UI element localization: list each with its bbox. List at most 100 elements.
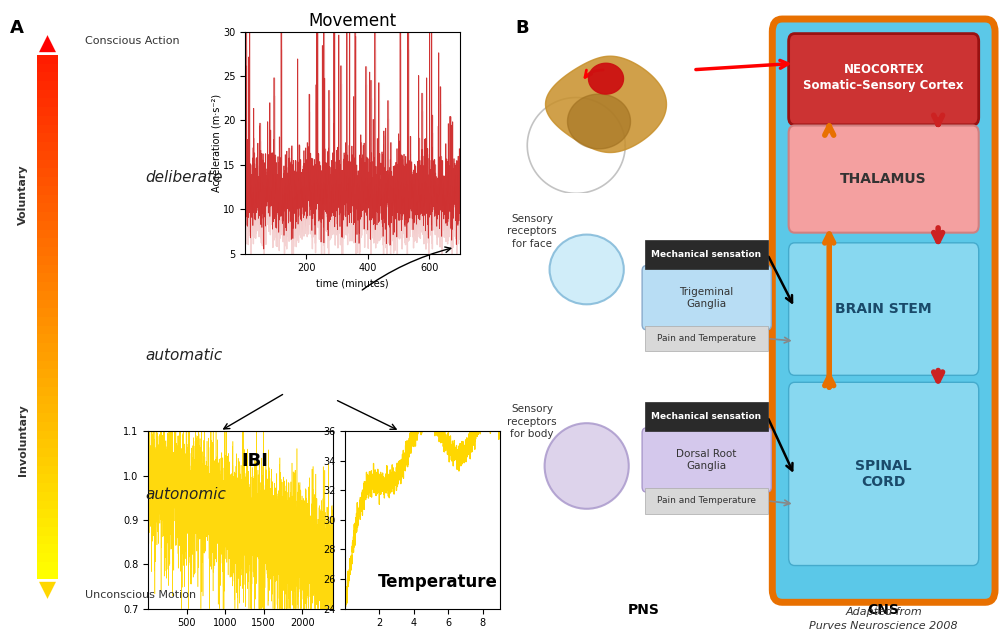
Bar xyxy=(37,370,58,378)
Bar xyxy=(37,125,58,133)
FancyBboxPatch shape xyxy=(789,126,979,233)
Bar xyxy=(37,133,58,142)
Ellipse shape xyxy=(550,235,624,304)
Text: PNS: PNS xyxy=(628,603,660,617)
Bar xyxy=(37,361,58,370)
Bar xyxy=(37,518,58,527)
Text: Involuntary: Involuntary xyxy=(18,404,28,476)
Text: Temperature: Temperature xyxy=(378,573,498,591)
Bar xyxy=(37,299,58,308)
Y-axis label: Acceleration (m·s⁻²): Acceleration (m·s⁻²) xyxy=(211,94,221,191)
Bar xyxy=(37,81,58,90)
Bar xyxy=(37,326,58,335)
Text: A: A xyxy=(10,19,24,37)
Text: Adapted from
Purves Neuroscience 2008: Adapted from Purves Neuroscience 2008 xyxy=(809,607,958,631)
Bar xyxy=(37,308,58,317)
Bar xyxy=(37,238,58,247)
Bar xyxy=(37,282,58,291)
Bar xyxy=(37,536,58,544)
Bar xyxy=(37,98,58,107)
Bar xyxy=(37,378,58,387)
Bar xyxy=(37,352,58,361)
FancyBboxPatch shape xyxy=(789,243,979,375)
Bar xyxy=(37,457,58,465)
Bar xyxy=(37,404,58,413)
Bar xyxy=(37,212,58,221)
X-axis label: time (minutes): time (minutes) xyxy=(316,279,389,289)
Text: BRAIN STEM: BRAIN STEM xyxy=(835,302,932,316)
Text: Pain and Temperature: Pain and Temperature xyxy=(657,496,756,505)
FancyBboxPatch shape xyxy=(789,34,979,125)
Bar xyxy=(37,343,58,352)
Bar xyxy=(37,230,58,238)
Text: $\times 10^5$: $\times 10^5$ xyxy=(474,631,500,634)
Bar xyxy=(37,544,58,553)
Bar xyxy=(37,465,58,474)
Bar xyxy=(37,291,58,299)
Bar xyxy=(37,335,58,343)
Bar xyxy=(37,264,58,273)
Bar xyxy=(37,430,58,439)
Bar xyxy=(37,387,58,396)
Title: Movement: Movement xyxy=(308,12,397,30)
Bar xyxy=(37,413,58,422)
Text: Trigeminal
Ganglia: Trigeminal Ganglia xyxy=(679,287,734,309)
Bar xyxy=(37,553,58,562)
Bar xyxy=(37,177,58,186)
Bar xyxy=(37,492,58,501)
Text: NEOCORTEX
Somatic–Sensory Cortex: NEOCORTEX Somatic–Sensory Cortex xyxy=(803,63,964,93)
Bar xyxy=(37,195,58,204)
Bar xyxy=(37,562,58,571)
Bar xyxy=(37,221,58,230)
Bar xyxy=(37,169,58,177)
FancyBboxPatch shape xyxy=(789,382,979,566)
Text: Sensory
receptors
for face: Sensory receptors for face xyxy=(507,214,557,249)
Text: Voluntary: Voluntary xyxy=(18,164,28,224)
Text: Dorsal Root
Ganglia: Dorsal Root Ganglia xyxy=(676,450,737,471)
Text: autonomic: autonomic xyxy=(145,487,226,502)
Bar xyxy=(37,107,58,116)
FancyBboxPatch shape xyxy=(772,19,995,602)
Bar xyxy=(37,151,58,160)
Bar xyxy=(37,256,58,264)
Text: IBI: IBI xyxy=(242,453,269,470)
Text: Mechanical sensation: Mechanical sensation xyxy=(651,412,762,421)
Bar xyxy=(37,116,58,125)
Text: deliberate: deliberate xyxy=(145,170,222,185)
Bar xyxy=(37,186,58,195)
Text: Unconscious Motion: Unconscious Motion xyxy=(85,590,196,600)
Text: THALAMUS: THALAMUS xyxy=(840,172,927,186)
Bar xyxy=(37,317,58,326)
Bar xyxy=(37,483,58,492)
Bar xyxy=(37,509,58,518)
Ellipse shape xyxy=(545,424,629,508)
Bar xyxy=(37,90,58,98)
Bar xyxy=(37,448,58,457)
Bar xyxy=(37,396,58,404)
Bar xyxy=(37,63,58,72)
Bar xyxy=(37,55,58,63)
Polygon shape xyxy=(546,56,666,153)
Text: automatic: automatic xyxy=(145,347,222,363)
FancyBboxPatch shape xyxy=(645,488,768,514)
Text: Mechanical sensation: Mechanical sensation xyxy=(651,250,762,259)
FancyBboxPatch shape xyxy=(645,326,768,351)
Bar xyxy=(37,422,58,430)
FancyBboxPatch shape xyxy=(645,240,768,269)
Bar xyxy=(37,439,58,448)
Bar xyxy=(37,204,58,212)
Text: B: B xyxy=(515,19,529,37)
Text: Pain and Temperature: Pain and Temperature xyxy=(657,334,756,343)
Bar xyxy=(37,527,58,536)
Bar xyxy=(37,474,58,483)
Text: Conscious Action: Conscious Action xyxy=(85,36,180,46)
Text: Sensory
receptors
for body: Sensory receptors for body xyxy=(507,404,557,439)
Bar xyxy=(37,160,58,169)
Bar xyxy=(37,571,58,579)
Polygon shape xyxy=(589,63,624,94)
FancyBboxPatch shape xyxy=(642,428,771,492)
Bar xyxy=(37,273,58,282)
Polygon shape xyxy=(568,94,631,149)
Bar xyxy=(37,501,58,509)
FancyBboxPatch shape xyxy=(642,266,771,330)
